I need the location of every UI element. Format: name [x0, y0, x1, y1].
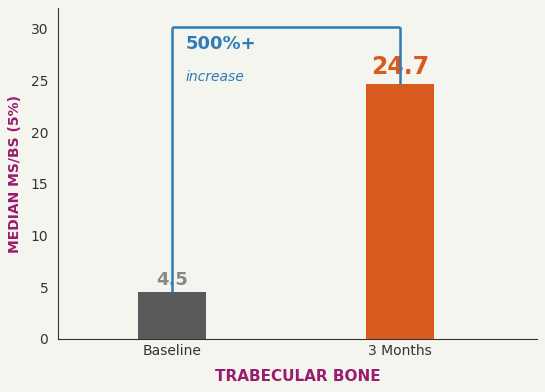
Y-axis label: MEDIAN MS/BS (5%): MEDIAN MS/BS (5%) [8, 94, 22, 252]
X-axis label: TRABECULAR BONE: TRABECULAR BONE [215, 368, 380, 384]
Text: 500%+: 500%+ [186, 35, 256, 53]
Bar [138, 292, 206, 339]
Bar [366, 84, 434, 339]
Text: 4.5: 4.5 [156, 270, 188, 289]
Text: increase: increase [186, 70, 244, 84]
Text: 24.7: 24.7 [371, 55, 429, 79]
